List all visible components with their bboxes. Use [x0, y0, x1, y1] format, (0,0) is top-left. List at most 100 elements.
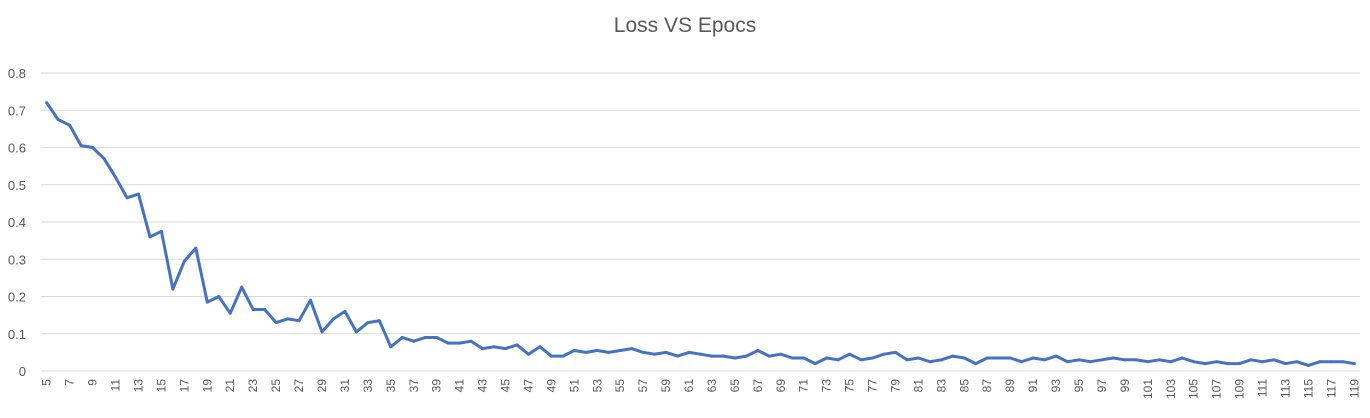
x-axis-ticks: 5 7 9 11 13 15 17 19 21 23 25 27 29 31 33 35 37 39 41 43 45 4… [40, 379, 1362, 399]
data-point [194, 246, 198, 250]
data-point [228, 311, 232, 315]
data-point [538, 345, 542, 349]
data-point [171, 287, 175, 291]
data-point [848, 352, 852, 356]
data-point [664, 350, 668, 354]
data-point [400, 335, 404, 339]
x-tick-label: 33 [361, 379, 375, 393]
x-tick-label: 103 [1164, 379, 1178, 399]
data-point [859, 358, 863, 362]
x-tick-label: 9 [86, 379, 100, 386]
data-point [286, 317, 290, 321]
data-point [1295, 360, 1299, 364]
data-point [343, 309, 347, 313]
x-tick-label: 49 [544, 379, 558, 393]
data-point [1203, 362, 1207, 366]
y-tick-label: 0.4 [8, 215, 26, 230]
x-tick-label: 19 [200, 379, 214, 393]
data-point [1088, 360, 1092, 364]
data-point [756, 349, 760, 353]
x-tick-label: 39 [430, 379, 444, 393]
x-tick-label: 31 [338, 379, 352, 393]
data-point [802, 356, 806, 360]
data-point [733, 356, 737, 360]
data-point [974, 362, 978, 366]
y-tick-label: 0.2 [8, 290, 26, 305]
data-point [607, 350, 611, 354]
data-point [699, 352, 702, 356]
data-point [572, 349, 576, 353]
data-point [905, 358, 909, 362]
data-point [458, 341, 462, 345]
data-point [136, 192, 140, 196]
data-point [767, 354, 771, 358]
data-point [1054, 354, 1058, 358]
data-point [893, 350, 897, 354]
data-point [951, 354, 955, 358]
x-tick-label: 59 [659, 379, 673, 393]
data-point [1306, 363, 1310, 367]
data-point [595, 349, 599, 353]
data-point [653, 352, 657, 356]
data-point [744, 354, 748, 358]
y-tick-label: 0.1 [8, 327, 26, 342]
data-point [641, 350, 645, 354]
data-point [584, 350, 588, 354]
data-point [526, 352, 530, 356]
x-tick-label: 81 [911, 379, 925, 393]
x-tick-label: 37 [407, 379, 421, 393]
data-point [263, 308, 267, 312]
x-tick-label: 43 [476, 379, 490, 393]
data-point [515, 343, 519, 347]
data-point [1169, 360, 1173, 364]
data-point [1031, 356, 1035, 360]
data-point [939, 358, 943, 362]
data-point [549, 354, 553, 358]
data-point [1146, 360, 1150, 364]
data-point [790, 356, 794, 360]
data-point [676, 354, 680, 358]
x-tick-label: 109 [1233, 379, 1247, 399]
x-tick-label: 67 [751, 379, 765, 393]
x-tick-label: 13 [131, 379, 145, 393]
data-point [148, 235, 152, 239]
data-point [916, 356, 920, 360]
data-point [56, 118, 60, 122]
data-point [389, 345, 393, 349]
gridlines [41, 72, 1360, 372]
data-point [125, 196, 129, 200]
data-point [710, 354, 714, 358]
data-point [1261, 360, 1265, 364]
data-point [561, 354, 565, 358]
data-point [91, 146, 95, 149]
x-tick-label: 63 [705, 379, 719, 393]
data-point [1077, 358, 1081, 362]
data-point [251, 308, 255, 312]
x-tick-label: 61 [682, 379, 696, 393]
data-point [1249, 358, 1253, 362]
data-point [1134, 358, 1138, 362]
chart-title: Loss VS Epocs [613, 14, 757, 37]
x-tick-label: 93 [1049, 379, 1063, 393]
x-tick-label: 89 [1003, 379, 1017, 393]
data-point [217, 295, 221, 298]
x-tick-label: 77 [866, 379, 880, 393]
data-point [45, 101, 49, 105]
series-line-loss [45, 101, 1356, 367]
x-tick-label: 83 [934, 379, 948, 393]
x-tick-label: 25 [269, 379, 283, 393]
data-point [1008, 356, 1012, 360]
data-point [1157, 358, 1161, 362]
data-point [102, 157, 106, 161]
x-tick-label: 21 [223, 379, 237, 393]
y-tick-label: 0.6 [8, 141, 26, 156]
data-point [618, 349, 622, 353]
x-tick-label: 95 [1072, 379, 1086, 393]
data-point [630, 347, 634, 351]
data-point [1226, 362, 1230, 366]
x-tick-label: 115 [1301, 379, 1315, 398]
x-tick-label: 79 [888, 379, 902, 393]
data-point [1352, 362, 1356, 366]
x-tick-label: 75 [843, 379, 857, 393]
